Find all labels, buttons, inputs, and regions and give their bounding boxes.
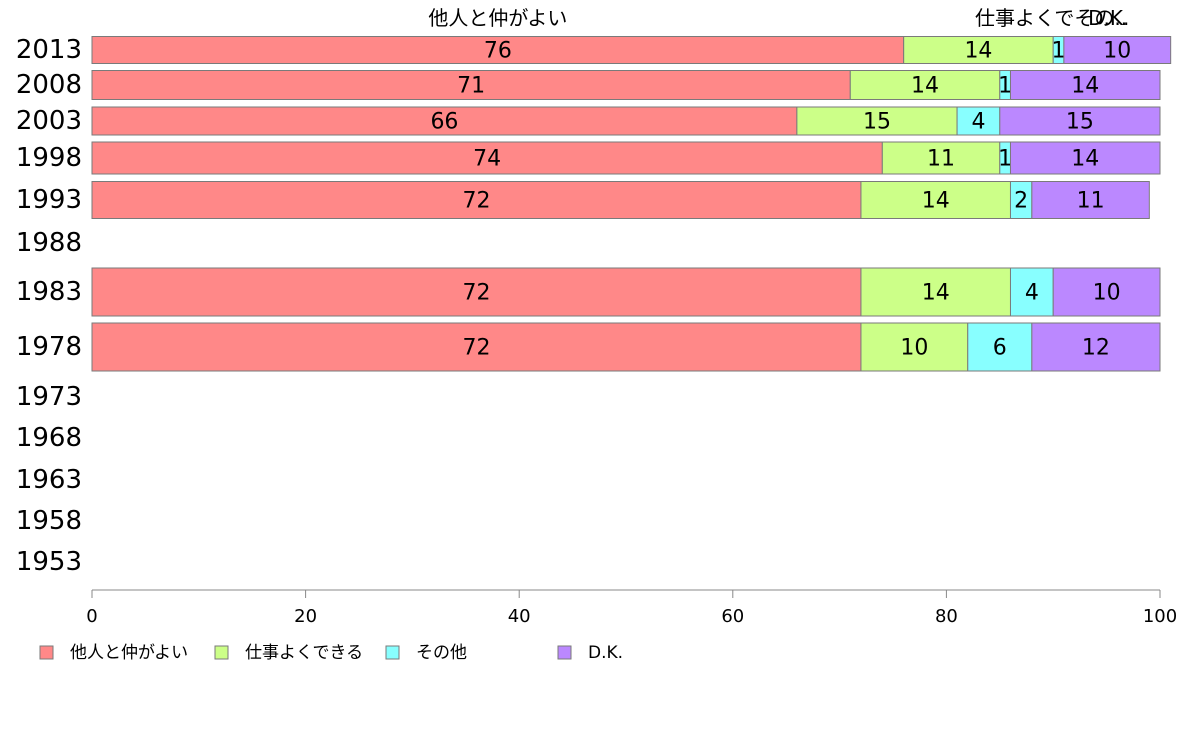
bar-segment-2008-3 [1009, 70, 1161, 100]
bar-segment-1983-2 [1009, 267, 1054, 317]
bar-value-label-1998-0: 74 [473, 147, 501, 172]
legend-label-3: D.K. [588, 643, 623, 663]
bar-value-label-2003-1: 15 [863, 110, 891, 135]
x-tick-label-100: 100 [1143, 606, 1177, 627]
bar-segment-1993-3 [1031, 181, 1150, 219]
bar-value-label-2003-3: 15 [1066, 110, 1094, 135]
bar-segment-2003-1 [796, 106, 958, 136]
bar-value-label-1978-0: 72 [462, 336, 490, 361]
bar-segment-2013-1 [903, 36, 1054, 64]
bar-segment-1993-1 [860, 181, 1011, 219]
top-label-2: D.K. [1088, 6, 1129, 30]
year-label-1978: 1978 [16, 332, 82, 362]
bar-value-label-1998-1: 11 [927, 147, 955, 172]
year-label-1968: 1968 [16, 423, 82, 453]
bar-value-label-2013-3: 10 [1103, 39, 1131, 64]
year-label-1953: 1953 [16, 547, 82, 577]
bar-segment-2013-3 [1063, 36, 1172, 64]
legend: 他人と仲がよい 仕事よくできる その他 D.K. [39, 643, 623, 663]
bar-value-label-2008-0: 71 [457, 74, 485, 99]
bar-value-label-1998-3: 14 [1071, 147, 1099, 172]
bar-segment-1998-1 [881, 141, 1001, 175]
bar-value-label-1978-2: 6 [993, 336, 1007, 361]
year-label-1998: 1998 [16, 143, 82, 173]
x-tick-label-0: 0 [86, 606, 97, 627]
year-label-1993: 1993 [16, 185, 82, 215]
bar-segment-2003-3 [999, 106, 1161, 136]
bar-value-label-1998-2: 1 [998, 147, 1012, 172]
legend-swatch-1 [214, 645, 229, 660]
top-series-labels: 他人と仲がよい 仕事よくでその..D.K. [428, 6, 1129, 30]
x-tick-label-80: 80 [935, 606, 958, 627]
bar-segment-1998-3 [1009, 141, 1161, 175]
bar-segment-1978-1 [860, 322, 969, 372]
bar-value-label-1983-3: 10 [1093, 281, 1121, 306]
bar-value-label-2013-2: 1 [1052, 39, 1066, 64]
year-label-1958: 1958 [16, 506, 82, 536]
year-label-2013: 2013 [16, 35, 82, 65]
x-axis: 0 20 40 60 80 100 [86, 589, 1177, 627]
year-label-2008: 2008 [16, 70, 82, 100]
year-label-1988: 1988 [16, 228, 82, 258]
bar-value-label-2013-1: 14 [964, 39, 992, 64]
legend-label-1: 仕事よくできる [245, 643, 363, 663]
bar-segment-1983-3 [1052, 267, 1161, 317]
bar-value-label-1993-1: 14 [922, 189, 950, 214]
year-label-1983: 1983 [16, 277, 82, 307]
bar-value-label-2003-0: 66 [430, 110, 458, 135]
bar-segment-1983-0 [91, 267, 862, 317]
bar-segment-1998-0 [91, 141, 883, 175]
bar-value-label-1993-2: 2 [1014, 189, 1028, 214]
bar-value-label-1993-3: 11 [1077, 189, 1105, 214]
year-label-1973: 1973 [16, 382, 82, 412]
top-label-0: 他人と仲がよい [428, 6, 567, 30]
bar-value-label-2008-2: 1 [998, 74, 1012, 99]
bar-segment-1993-0 [91, 181, 862, 219]
bar-value-label-2008-1: 14 [911, 74, 939, 99]
bar-value-label-1978-1: 10 [900, 336, 928, 361]
year-label-2003: 2003 [16, 106, 82, 136]
legend-label-0: 他人と仲がよい [70, 643, 188, 663]
legend-swatch-2 [385, 645, 400, 660]
year-label-1963: 1963 [16, 465, 82, 495]
bar-value-label-2003-2: 4 [971, 110, 985, 135]
bar-segment-2003-2 [956, 106, 1001, 136]
bar-segment-2013-0 [91, 36, 905, 64]
bar-value-label-1983-1: 14 [922, 281, 950, 306]
legend-swatch-0 [39, 645, 54, 660]
bar-segment-1983-1 [860, 267, 1011, 317]
bar-value-label-1978-3: 12 [1082, 336, 1110, 361]
bar-value-label-1983-0: 72 [462, 281, 490, 306]
x-tick-label-60: 60 [721, 606, 744, 627]
bar-segment-1978-2 [967, 322, 1033, 372]
x-tick-label-20: 20 [294, 606, 317, 627]
bar-value-label-2013-0: 76 [484, 39, 512, 64]
legend-label-2: その他 [416, 643, 467, 663]
bar-segment-2003-0 [91, 106, 798, 136]
year-axis-labels: 2013 2008 2003 1998 1993 1988 1983 1978 1973 1968… [16, 35, 82, 577]
x-tick-label-40: 40 [508, 606, 531, 627]
bar-segment-2008-1 [849, 70, 1001, 100]
bar-value-label-1993-0: 72 [462, 189, 490, 214]
bar-value-label-2008-3: 14 [1071, 74, 1099, 99]
legend-swatch-3 [557, 645, 572, 660]
bar-segment-1978-3 [1031, 322, 1161, 372]
top-label-1: 仕事よくでその.. [975, 6, 1127, 30]
bar-segment-1978-0 [91, 322, 862, 372]
bar-value-label-1983-2: 4 [1025, 281, 1039, 306]
